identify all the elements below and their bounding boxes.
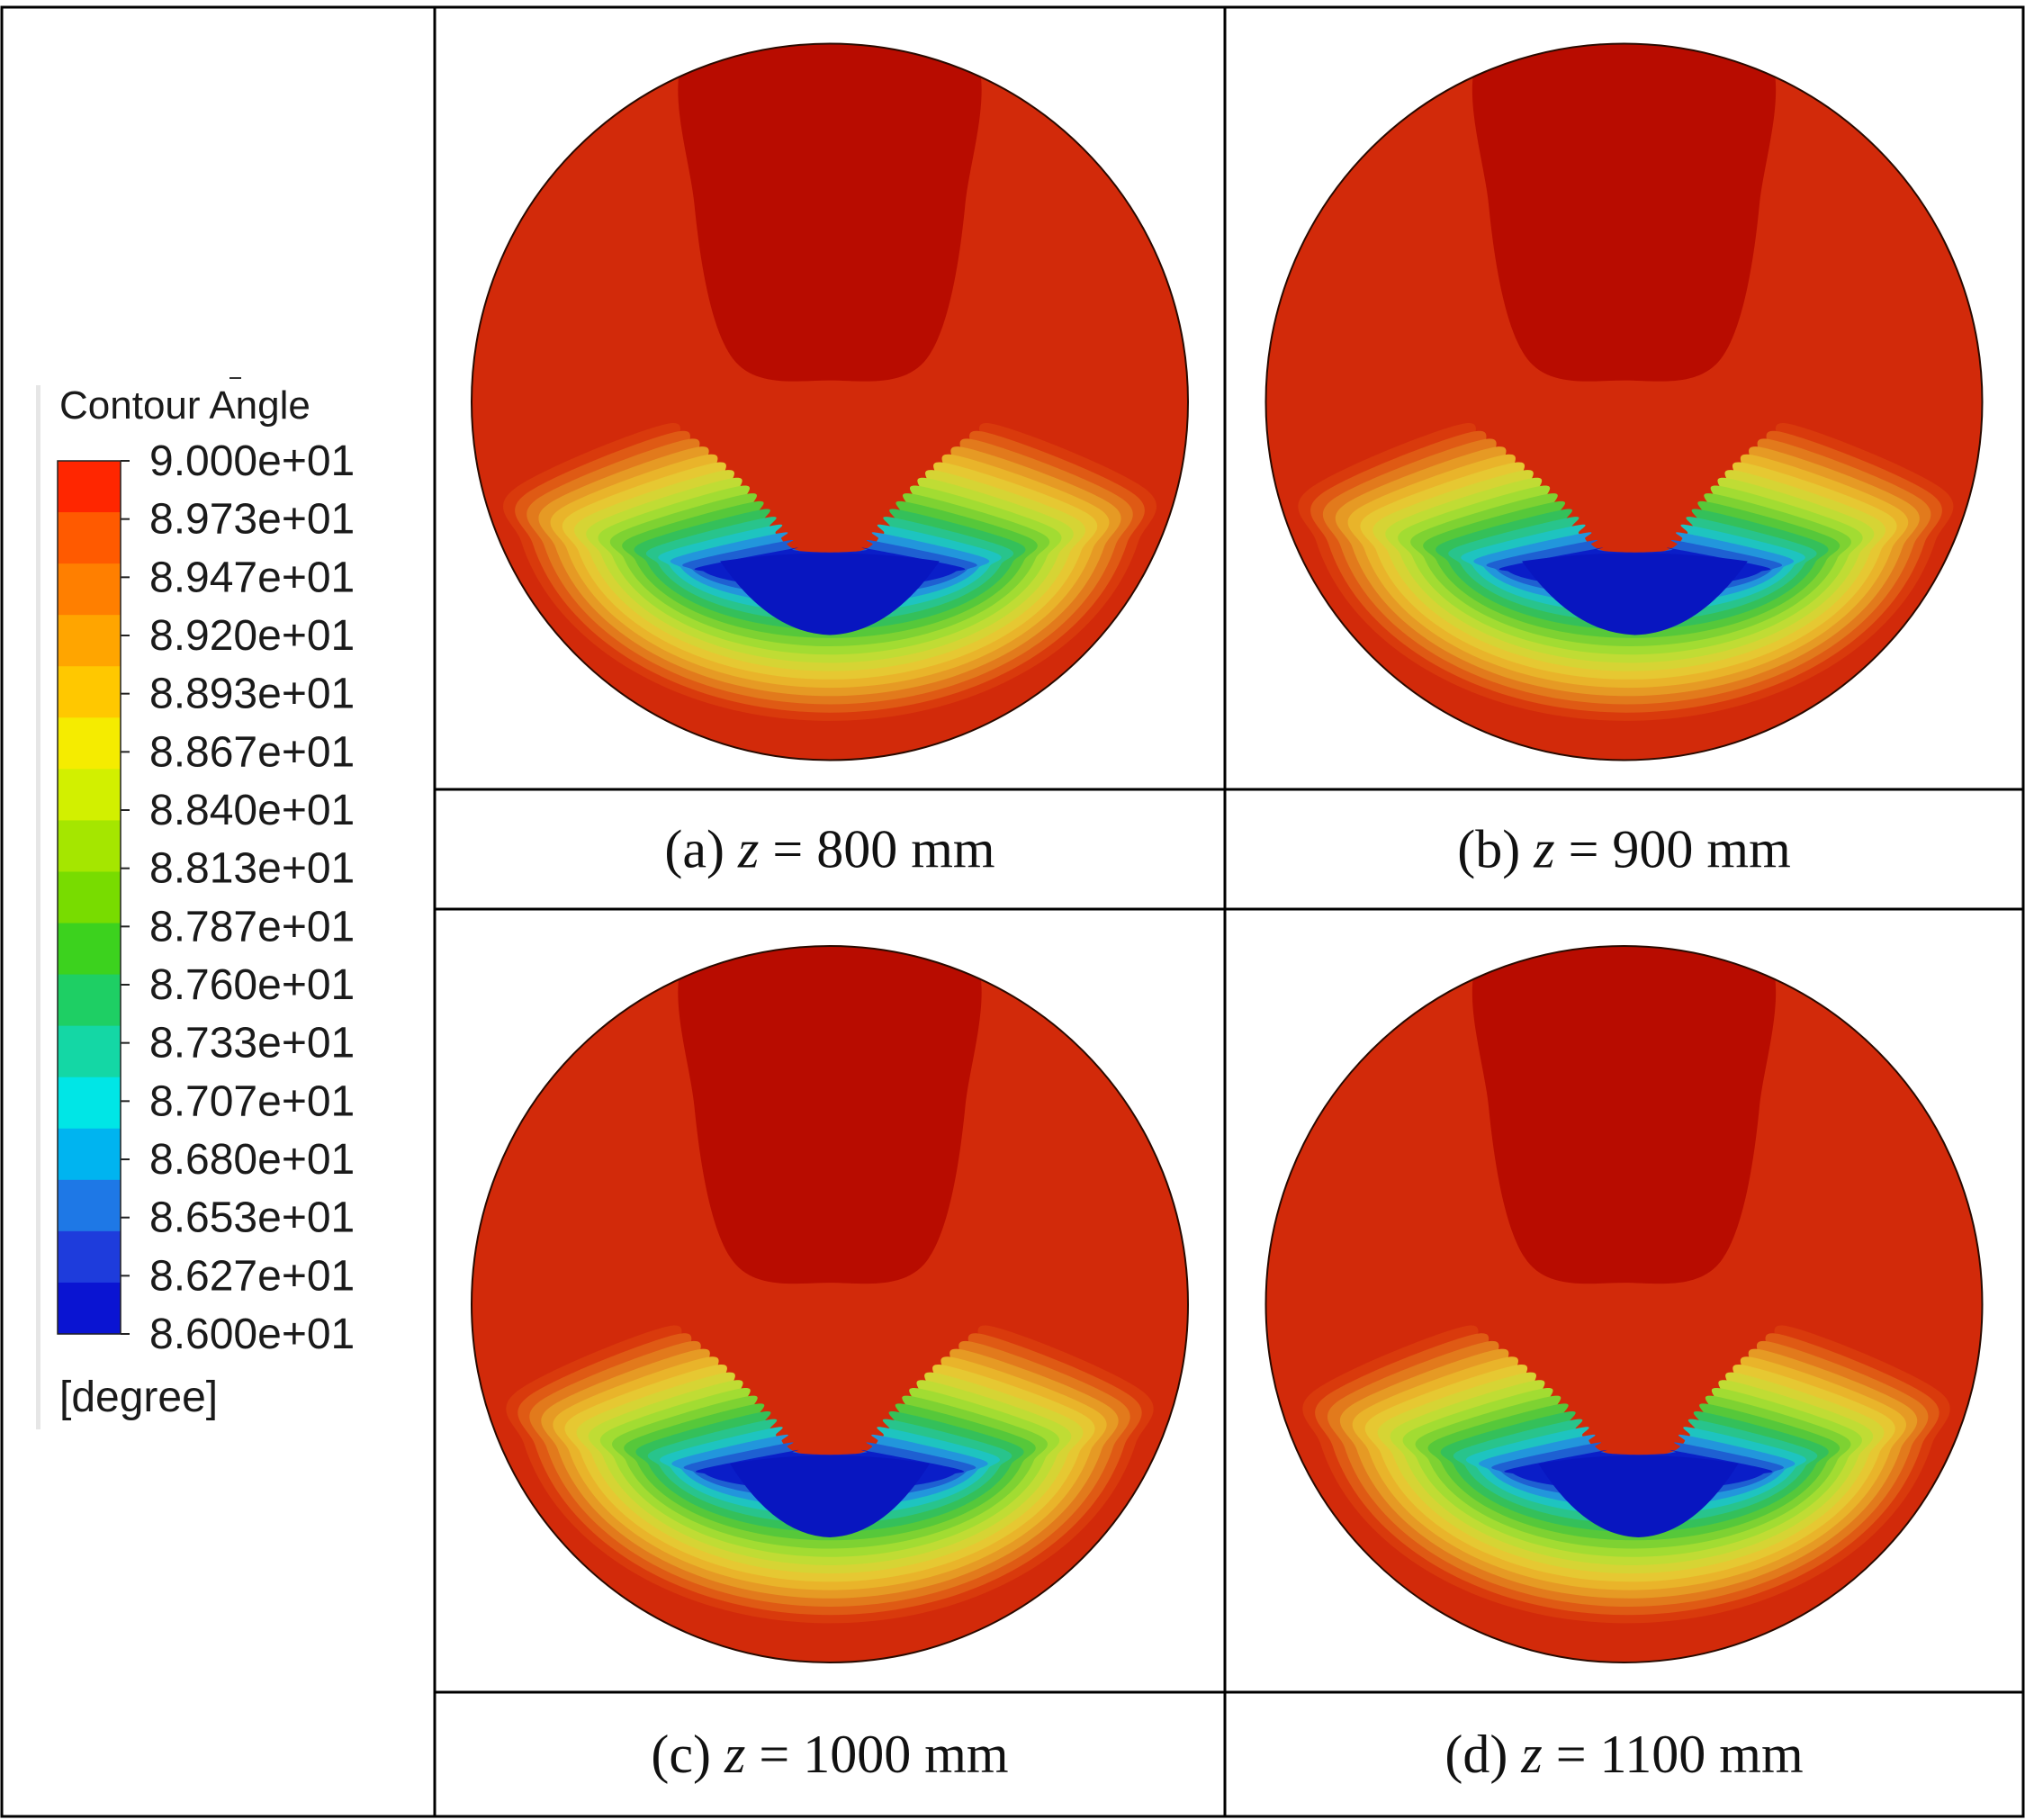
caption-value: = 1100 mm bbox=[1543, 1725, 1804, 1784]
legend-band bbox=[58, 1077, 121, 1130]
contour-plot bbox=[1265, 43, 1983, 761]
legend-tick-label: 8.653e+01 bbox=[149, 1194, 355, 1242]
legend-tick-label: 8.920e+01 bbox=[149, 612, 355, 660]
contour-plot bbox=[472, 43, 1188, 761]
legend-band bbox=[58, 461, 121, 513]
legend-band bbox=[58, 1230, 121, 1284]
legend-panel-edge bbox=[36, 385, 40, 1429]
legend-tick-label: 8.947e+01 bbox=[149, 554, 355, 601]
legend-tick-label: 8.627e+01 bbox=[149, 1252, 355, 1300]
panel-caption: (d) z = 1100 mm bbox=[1444, 1725, 1803, 1784]
caption-value: = 1000 mm bbox=[745, 1725, 1008, 1784]
legend-tick-label: 8.733e+01 bbox=[149, 1020, 355, 1068]
contour-panel: (a) z = 800 mm bbox=[471, 42, 1189, 879]
contour-max-region bbox=[678, 43, 982, 382]
legend-tick-label: 8.813e+01 bbox=[149, 845, 355, 893]
legend-band bbox=[58, 1128, 121, 1181]
caption-value: = 800 mm bbox=[759, 820, 994, 879]
contour-panel: (c) z = 1000 mm bbox=[471, 945, 1189, 1784]
caption-value: = 900 mm bbox=[1555, 820, 1791, 879]
legend-band bbox=[58, 923, 121, 976]
caption-label: (b) bbox=[1457, 820, 1534, 879]
panel-caption: (b) z = 900 mm bbox=[1457, 820, 1791, 879]
caption-label: (c) bbox=[651, 1725, 724, 1784]
legend-tick-label: 8.680e+01 bbox=[149, 1136, 355, 1184]
legend-colorbar bbox=[57, 460, 122, 1335]
legend-tick-label: 8.707e+01 bbox=[149, 1077, 355, 1125]
legend-tick-label: 8.867e+01 bbox=[149, 728, 355, 776]
legend-band bbox=[58, 974, 121, 1027]
legend-tick-label: 8.893e+01 bbox=[149, 671, 355, 718]
pipe-wall-outline bbox=[1264, 42, 1984, 761]
legend-band bbox=[58, 563, 121, 616]
legend-tick-label: 8.840e+01 bbox=[149, 787, 355, 834]
legend-tick-label: 8.787e+01 bbox=[149, 903, 355, 951]
contour-plot bbox=[1265, 946, 1983, 1662]
legend-band bbox=[58, 512, 121, 564]
caption-variable: z bbox=[737, 820, 759, 879]
panel-caption: (c) z = 1000 mm bbox=[651, 1725, 1008, 1784]
legend-title: Contour Angle bbox=[59, 383, 310, 428]
legend-colorbar-border bbox=[57, 460, 122, 1335]
legend-band bbox=[58, 769, 121, 822]
contour-core bbox=[1538, 1455, 1739, 1537]
legend-ticks: 9.000e+01 8.973e+01 8.947e+01 8.920e+01 8.89… bbox=[121, 437, 355, 1358]
outer-border bbox=[0, 5, 2025, 1818]
legend-tick-label: 9.000e+01 bbox=[149, 437, 355, 485]
legend-unit: [degree] bbox=[59, 1374, 218, 1421]
contour-panels: (a) z = 800 mm (b) z = 900 mm (c) z = 1000… bbox=[471, 42, 1984, 1784]
legend-band bbox=[58, 1179, 121, 1232]
pipe-wall-outline bbox=[1264, 945, 1984, 1663]
legend-band bbox=[58, 615, 121, 667]
contour-core bbox=[720, 553, 940, 635]
legend-tick-label: 8.760e+01 bbox=[149, 961, 355, 1009]
contour-panel: (d) z = 1100 mm bbox=[1264, 945, 1984, 1784]
contour-plot bbox=[472, 946, 1188, 1662]
legend-tick-label: 8.600e+01 bbox=[149, 1311, 355, 1358]
legend-tick-label: 8.973e+01 bbox=[149, 496, 355, 544]
pipe-wall-outline bbox=[471, 42, 1189, 761]
legend-band bbox=[58, 666, 121, 718]
color-legend: Contour Angle 9.000e+01 8.973e+01 8.947e+0… bbox=[36, 377, 355, 1429]
panel-caption: (a) z = 800 mm bbox=[664, 820, 994, 879]
contour-core bbox=[730, 1455, 930, 1537]
legend-band bbox=[58, 1282, 121, 1335]
legend-band bbox=[58, 871, 121, 924]
legend-band bbox=[58, 820, 121, 873]
contour-core bbox=[1522, 553, 1748, 635]
caption-variable: z bbox=[1533, 820, 1554, 879]
contour-max-region bbox=[678, 946, 982, 1284]
caption-label: (d) bbox=[1444, 1725, 1521, 1784]
contour-max-region bbox=[1472, 43, 1777, 382]
caption-label: (a) bbox=[664, 820, 738, 879]
caption-variable: z bbox=[724, 1725, 745, 1784]
legend-band bbox=[58, 717, 121, 770]
figure-grid bbox=[0, 5, 2025, 1818]
contour-max-region bbox=[1472, 946, 1777, 1284]
contour-panel: (b) z = 900 mm bbox=[1264, 42, 1984, 879]
caption-variable: z bbox=[1520, 1725, 1542, 1784]
legend-band bbox=[58, 1025, 121, 1078]
pipe-wall-outline bbox=[471, 945, 1189, 1663]
